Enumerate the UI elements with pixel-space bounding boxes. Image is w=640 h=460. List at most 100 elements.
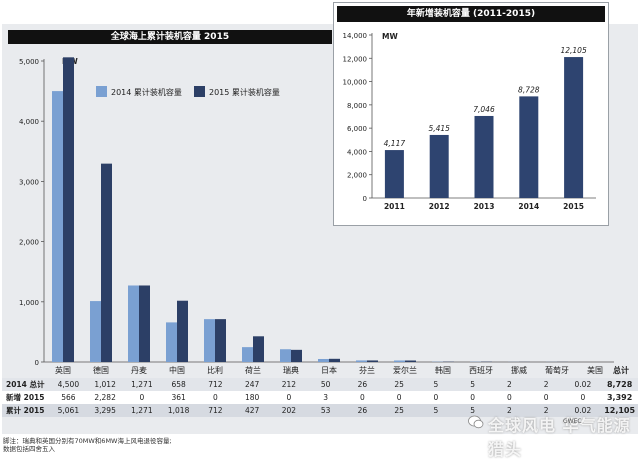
cell: 5,061	[50, 404, 87, 417]
inset-bar	[564, 57, 583, 198]
bar-2015	[405, 360, 416, 362]
cell: 566	[50, 391, 87, 404]
inset-bar	[430, 135, 449, 198]
x-tick-label: 西班牙	[469, 365, 493, 375]
y-tick-label: 2,000	[19, 239, 39, 247]
inset-y-tick-label: 8,000	[347, 102, 367, 110]
cell: 3	[307, 391, 344, 404]
cell: 4,500	[50, 378, 87, 391]
x-tick-label: 中国	[169, 365, 185, 375]
cell: 1,018	[160, 404, 197, 417]
cell: 2	[491, 378, 528, 391]
cell: 712	[197, 404, 234, 417]
cell: 5	[454, 378, 491, 391]
legend-swatch-2014	[96, 86, 107, 97]
cell: 1,012	[87, 378, 124, 391]
x-tick-label: 日本	[321, 365, 337, 375]
y-tick-label: 5,000	[19, 58, 39, 66]
inset-x-tick-label: 2012	[429, 202, 450, 211]
footnote-line-2: 数据包括四舍五入	[3, 445, 172, 453]
bar-2014	[280, 349, 291, 362]
x-tick-label: 英国	[55, 365, 71, 375]
inset-bar	[385, 150, 404, 198]
inset-data-label: 4,117	[384, 139, 406, 148]
x-tick-label: 美国	[587, 365, 603, 375]
cell: 3,295	[87, 404, 124, 417]
bar-2014	[90, 301, 101, 362]
footnote: 脚注：瑞典和英国分别有70MW和6MW海上风电退役容量; 数据包括四舍五入	[3, 437, 172, 453]
bar-2014	[356, 360, 367, 362]
cell: 25	[381, 404, 418, 417]
cell: 0	[454, 391, 491, 404]
row-label: 新增 2015	[2, 391, 50, 404]
x-tick-label: 德国	[93, 365, 109, 375]
bar-2015	[139, 285, 150, 362]
inset-y-tick-label: 2,000	[347, 172, 367, 180]
inset-x-tick-label: 2015	[563, 202, 584, 211]
row-total: 8,728	[601, 378, 638, 391]
cell: 202	[271, 404, 308, 417]
cell: 0.02	[565, 378, 602, 391]
x-tick-label: 芬兰	[359, 365, 375, 375]
cell: 427	[234, 404, 271, 417]
total-column-header: 总计	[613, 365, 629, 375]
cell: 712	[197, 378, 234, 391]
bar-2014	[128, 285, 139, 362]
cell: 180	[234, 391, 271, 404]
inset-y-tick-label: 0	[363, 195, 367, 203]
wechat-icon	[468, 414, 484, 430]
bar-2015	[253, 336, 264, 362]
cell: 212	[271, 378, 308, 391]
inset-bar	[475, 116, 494, 198]
bar-2014	[394, 360, 405, 362]
bar-2015	[177, 301, 188, 362]
cell: 2	[528, 378, 565, 391]
inset-y-tick-label: 14,000	[343, 32, 368, 40]
cell: 26	[344, 404, 381, 417]
cell: 0	[124, 391, 161, 404]
inset-bar	[519, 96, 538, 198]
bar-2014	[318, 359, 329, 362]
cell: 0	[197, 391, 234, 404]
cell: 247	[234, 378, 271, 391]
bar-2015	[367, 360, 378, 362]
x-tick-label: 丹麦	[131, 365, 147, 375]
x-tick-label: 荷兰	[245, 365, 261, 375]
x-tick-label: 爱尔兰	[393, 365, 417, 375]
row-total: 3,392	[601, 391, 638, 404]
inset-data-label: 5,415	[428, 124, 450, 133]
legend-swatch-2015	[194, 86, 205, 97]
cell: 1,271	[124, 378, 161, 391]
y-tick-label: 4,000	[19, 118, 39, 126]
row-label: 2014 总计	[2, 378, 50, 391]
bar-2014	[166, 322, 177, 362]
cell: 0	[344, 391, 381, 404]
inset-x-tick-label: 2011	[384, 202, 405, 211]
inset-y-tick-label: 4,000	[347, 148, 367, 156]
bar-2014	[242, 347, 253, 362]
cell: 0	[271, 391, 308, 404]
inset-x-tick-label: 2014	[518, 202, 539, 211]
x-tick-label: 葡萄牙	[545, 365, 569, 375]
bar-2015	[101, 164, 112, 362]
y-tick-label: 1,000	[19, 299, 39, 307]
bar-2015	[329, 359, 340, 362]
x-tick-label: 比利	[207, 365, 223, 375]
inset-y-tick-label: 10,000	[343, 79, 368, 87]
footnote-line-1: 脚注：瑞典和英国分别有70MW和6MW海上风电退役容量;	[3, 437, 172, 445]
inset-y-tick-label: 6,000	[347, 125, 367, 133]
inset-data-label: 8,728	[518, 85, 540, 94]
x-tick-label: 瑞典	[283, 365, 299, 375]
x-tick-label: 挪威	[511, 365, 527, 375]
legend-label: 2014 累计装机容量	[111, 87, 182, 97]
cell: 2,282	[87, 391, 124, 404]
cell: 658	[160, 378, 197, 391]
cell: 0	[528, 391, 565, 404]
cell: 53	[307, 404, 344, 417]
cell: 0	[381, 391, 418, 404]
cell: 0	[418, 391, 455, 404]
bar-2015	[63, 57, 74, 362]
row-label: 累计 2015	[2, 404, 50, 417]
